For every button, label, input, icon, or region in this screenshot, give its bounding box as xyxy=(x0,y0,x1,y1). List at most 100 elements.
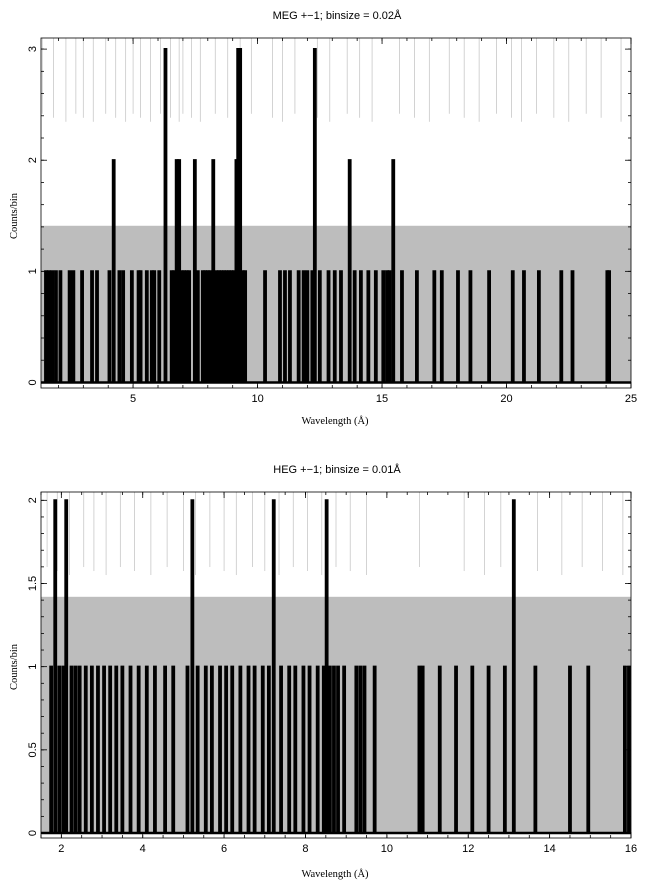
heg-count-bin xyxy=(417,665,422,834)
heg-count-bin xyxy=(163,665,168,834)
heg-count-bin xyxy=(89,665,94,834)
meg-count-bin xyxy=(71,270,76,383)
meg-chart-title: MEG +−1; binsize = 0.02Å xyxy=(273,9,402,22)
heg-count-bin xyxy=(324,499,329,834)
meg-count-bin xyxy=(339,270,343,383)
meg-count-bin xyxy=(179,270,184,383)
meg-count-bin xyxy=(54,270,58,383)
meg-count-bin xyxy=(510,270,515,383)
meg-count-bin xyxy=(373,270,378,383)
heg-count-bin xyxy=(271,499,276,834)
meg-count-bin xyxy=(232,270,236,383)
heg-count-bin xyxy=(195,665,200,834)
meg-count-bin xyxy=(381,270,386,383)
heg-count-bin xyxy=(128,665,133,834)
meg-y-tick-label: 0 xyxy=(27,379,39,385)
heg-count-bin xyxy=(266,665,271,834)
heg-count-bin xyxy=(293,665,298,834)
heg-count-bin xyxy=(190,499,195,834)
meg-count-bin xyxy=(58,270,63,383)
meg-count-bin xyxy=(607,270,611,383)
meg-count-bin xyxy=(163,48,168,383)
heg-x-axis-label: Wavelength (Å) xyxy=(301,868,369,880)
meg-count-bin xyxy=(559,270,564,383)
heg-x-tick-label: 2 xyxy=(58,843,64,855)
heg-x-tick-label: 14 xyxy=(543,843,555,855)
meg-count-bin xyxy=(240,270,245,383)
heg-count-bin xyxy=(301,665,306,834)
meg-count-bin xyxy=(111,159,116,383)
meg-count-bin xyxy=(229,270,234,383)
heg-y-tick-label: 1 xyxy=(27,664,39,670)
meg-count-bin xyxy=(288,270,292,383)
meg-count-bin xyxy=(415,270,419,383)
heg-count-bin xyxy=(96,665,100,834)
meg-count-bin xyxy=(138,270,143,383)
heg-count-bin xyxy=(224,665,229,834)
meg-plot-area: 5 10 15 20 25 0 1 2 3 xyxy=(27,38,637,405)
heg-count-bin xyxy=(321,665,326,834)
meg-count-bin xyxy=(222,270,226,383)
meg-count-bin xyxy=(227,270,231,383)
heg-count-bin xyxy=(77,665,82,834)
heg-x-tick-label: 6 xyxy=(221,843,227,855)
heg-count-bin xyxy=(586,665,591,834)
heg-count-bin xyxy=(102,665,106,834)
heg-count-bin xyxy=(69,665,74,834)
meg-count-bin xyxy=(456,270,460,383)
meg-count-bin xyxy=(332,270,337,383)
heg-count-bin xyxy=(502,665,507,834)
meg-count-bin xyxy=(205,270,210,383)
meg-count-bin xyxy=(144,270,149,383)
heg-count-bin xyxy=(307,665,312,834)
heg-count-bin xyxy=(420,665,425,834)
heg-count-bin xyxy=(354,665,359,834)
meg-x-tick-label: 25 xyxy=(625,393,637,405)
heg-count-bin xyxy=(136,665,141,834)
heg-count-bin xyxy=(437,665,442,834)
meg-count-bin xyxy=(283,270,287,383)
meg-y-axis-label: Counts/bin xyxy=(9,192,20,239)
meg-x-tick-label: 20 xyxy=(500,393,512,405)
meg-count-bin xyxy=(121,270,126,383)
heg-count-bin xyxy=(120,665,125,834)
heg-x-tick-label: 12 xyxy=(462,843,474,855)
meg-count-bin xyxy=(214,270,219,383)
meg-count-bin xyxy=(217,270,221,383)
meg-count-bin xyxy=(107,270,112,383)
meg-count-bin xyxy=(184,270,189,383)
heg-count-bin xyxy=(470,665,475,834)
heg-count-bin xyxy=(238,665,243,834)
meg-count-bin xyxy=(347,159,352,383)
meg-count-bin xyxy=(224,270,229,383)
meg-count-bin xyxy=(243,270,248,383)
meg-y-tick-label: 3 xyxy=(27,46,39,52)
heg-x-tick-label: 8 xyxy=(302,843,308,855)
heg-count-bin xyxy=(486,665,491,834)
meg-chart: MEG +−1; binsize = 0.02Å 5 10 15 20 25 0 1 2 3 C… xyxy=(9,9,637,427)
heg-count-bin xyxy=(533,665,538,834)
meg-count-bin xyxy=(177,159,182,383)
meg-y-tick-label: 1 xyxy=(27,268,39,274)
meg-count-bin xyxy=(172,270,177,383)
heg-count-bin xyxy=(114,665,119,834)
meg-count-bin xyxy=(301,270,306,383)
meg-count-bin xyxy=(487,270,492,383)
heg-y-axis-label: Counts/bin xyxy=(9,643,20,690)
heg-count-bin xyxy=(246,665,251,834)
heg-count-bin xyxy=(342,665,347,834)
heg-y-tick-label: 2 xyxy=(27,497,39,503)
heg-x-tick-label: 10 xyxy=(381,843,393,855)
heg-count-bin xyxy=(83,665,88,834)
meg-count-bin xyxy=(152,270,157,383)
meg-count-bin xyxy=(80,270,84,383)
heg-y-tick-label: 0 xyxy=(27,830,39,836)
heg-count-bin xyxy=(49,665,54,834)
meg-x-tick-label: 5 xyxy=(130,393,136,405)
heg-count-bin xyxy=(64,499,69,834)
meg-count-bin xyxy=(432,270,437,383)
heg-y-tick-label: 0.5 xyxy=(27,742,39,757)
meg-count-bin xyxy=(117,270,122,383)
heg-plot-frame xyxy=(40,491,632,839)
meg-count-bin xyxy=(522,270,526,383)
